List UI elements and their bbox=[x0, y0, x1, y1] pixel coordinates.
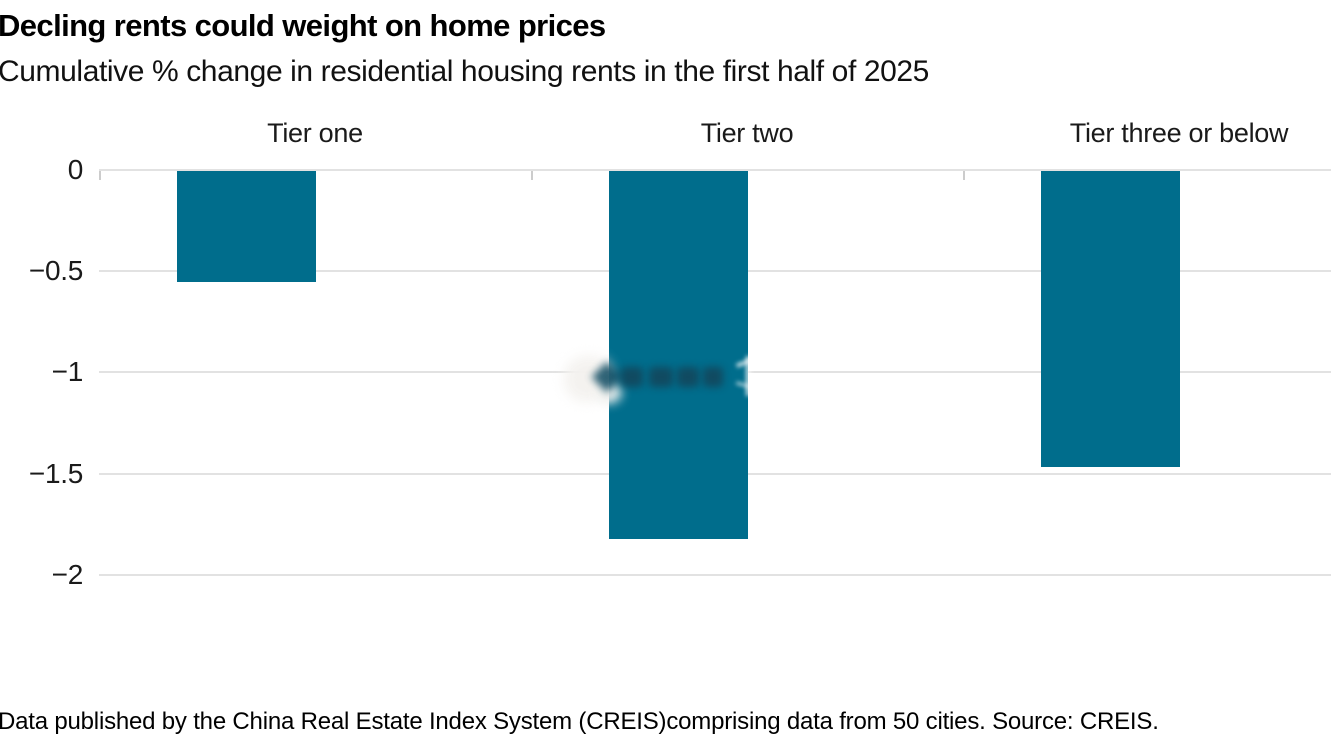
bar-chart-plot-area: 0 −0.5 −1 −1.5 −2 Tier one Tier two Tier three… bbox=[28, 118, 1331, 590]
gridline bbox=[99, 573, 1331, 576]
bar-tier-three-or-below bbox=[1041, 171, 1180, 467]
bar-tier-one bbox=[177, 171, 316, 283]
bar-tier-two bbox=[609, 171, 748, 540]
source-note: Data published by the China Real Estate … bbox=[0, 708, 1159, 735]
axis-tick-mark bbox=[99, 171, 101, 180]
gridline bbox=[99, 169, 1331, 171]
y-tick-label: −2 bbox=[51, 558, 84, 590]
category-label: Tier two bbox=[700, 118, 794, 148]
y-tick-label: −1.5 bbox=[28, 457, 83, 489]
y-tick-label: 0 bbox=[67, 154, 84, 185]
axis-tick-mark bbox=[531, 171, 533, 180]
category-label: Tier one bbox=[267, 118, 363, 148]
chart-title: Decling rents could weight on home price… bbox=[0, 8, 606, 43]
axis-tick-mark bbox=[963, 171, 965, 180]
y-tick-label: −0.5 bbox=[28, 255, 83, 287]
watermark-logo-blob bbox=[564, 356, 612, 402]
category-label: Tier three or below bbox=[1069, 118, 1289, 148]
chart-subtitle: Cumulative % change in residential housi… bbox=[0, 55, 929, 88]
y-tick-label: −1 bbox=[51, 356, 84, 388]
